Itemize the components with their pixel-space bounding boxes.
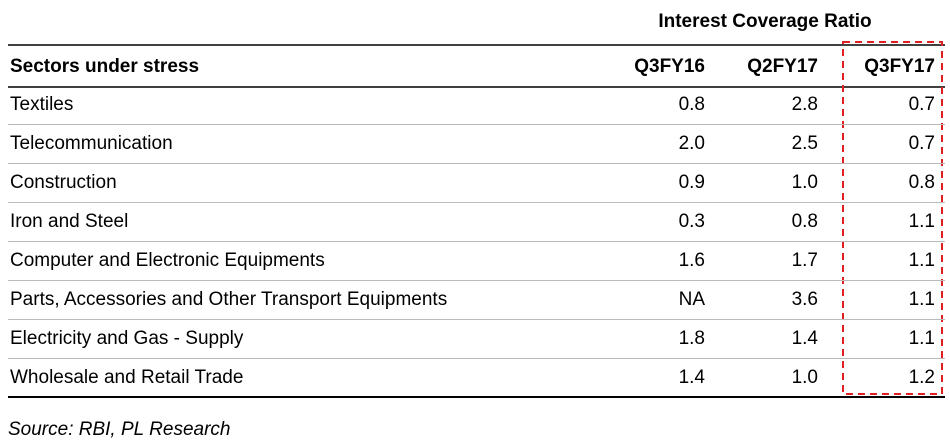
highlight-box — [842, 41, 943, 395]
ratio-cell: 3.6 — [792, 289, 818, 310]
ratio-cell: NA — [679, 289, 706, 310]
ratio-cell: 1.7 — [792, 250, 818, 271]
ratio-cell: 0.9 — [679, 172, 705, 193]
source: Source: RBI, PL Research — [8, 419, 230, 440]
sector-name: Telecommunication — [10, 133, 173, 154]
ratio-cell: 0.8 — [909, 172, 935, 193]
sector-name: Electricity and Gas - Supply — [10, 328, 244, 349]
ratio-cell: 1.1 — [909, 250, 935, 271]
ratio-cell: 0.8 — [792, 211, 818, 232]
ratio-cell: 1.2 — [909, 367, 935, 388]
ratio-cell: 1.4 — [792, 328, 819, 349]
ratio-cell: 2.8 — [792, 94, 818, 115]
column-header: Q3FY17 — [864, 56, 935, 77]
sector-name: Construction — [10, 172, 117, 193]
column-header: Sectors under stress — [10, 56, 199, 77]
ratio-cell: 2.5 — [792, 133, 818, 154]
sector-name: Textiles — [10, 94, 73, 115]
group-header: Interest Coverage Ratio — [658, 11, 871, 32]
ratio-cell: 1.1 — [909, 211, 935, 232]
ratio-cell: 0.7 — [909, 94, 935, 115]
ratio-cell: 1.0 — [792, 367, 818, 388]
ratio-cell: 1.4 — [679, 367, 706, 388]
ratio-cell: 1.1 — [909, 328, 935, 349]
sector-name: Wholesale and Retail Trade — [10, 367, 243, 388]
ratio-cell: 1.0 — [792, 172, 818, 193]
ratio-cell: 1.1 — [909, 289, 935, 310]
ratio-cell: 0.3 — [679, 211, 705, 232]
column-header: Q2FY17 — [747, 56, 818, 77]
ratio-cell: 1.8 — [679, 328, 705, 349]
ratio-cell: 0.7 — [909, 133, 935, 154]
column-header: Q3FY16 — [634, 56, 705, 77]
sector-name: Iron and Steel — [10, 211, 128, 232]
ratio-cell: 2.0 — [679, 133, 705, 154]
ratio-cell: 1.6 — [679, 250, 705, 271]
sector-name: Parts, Accessories and Other Transport E… — [10, 289, 447, 310]
sector-name: Computer and Electronic Equipments — [10, 250, 325, 271]
ratio-cell: 0.8 — [679, 94, 705, 115]
